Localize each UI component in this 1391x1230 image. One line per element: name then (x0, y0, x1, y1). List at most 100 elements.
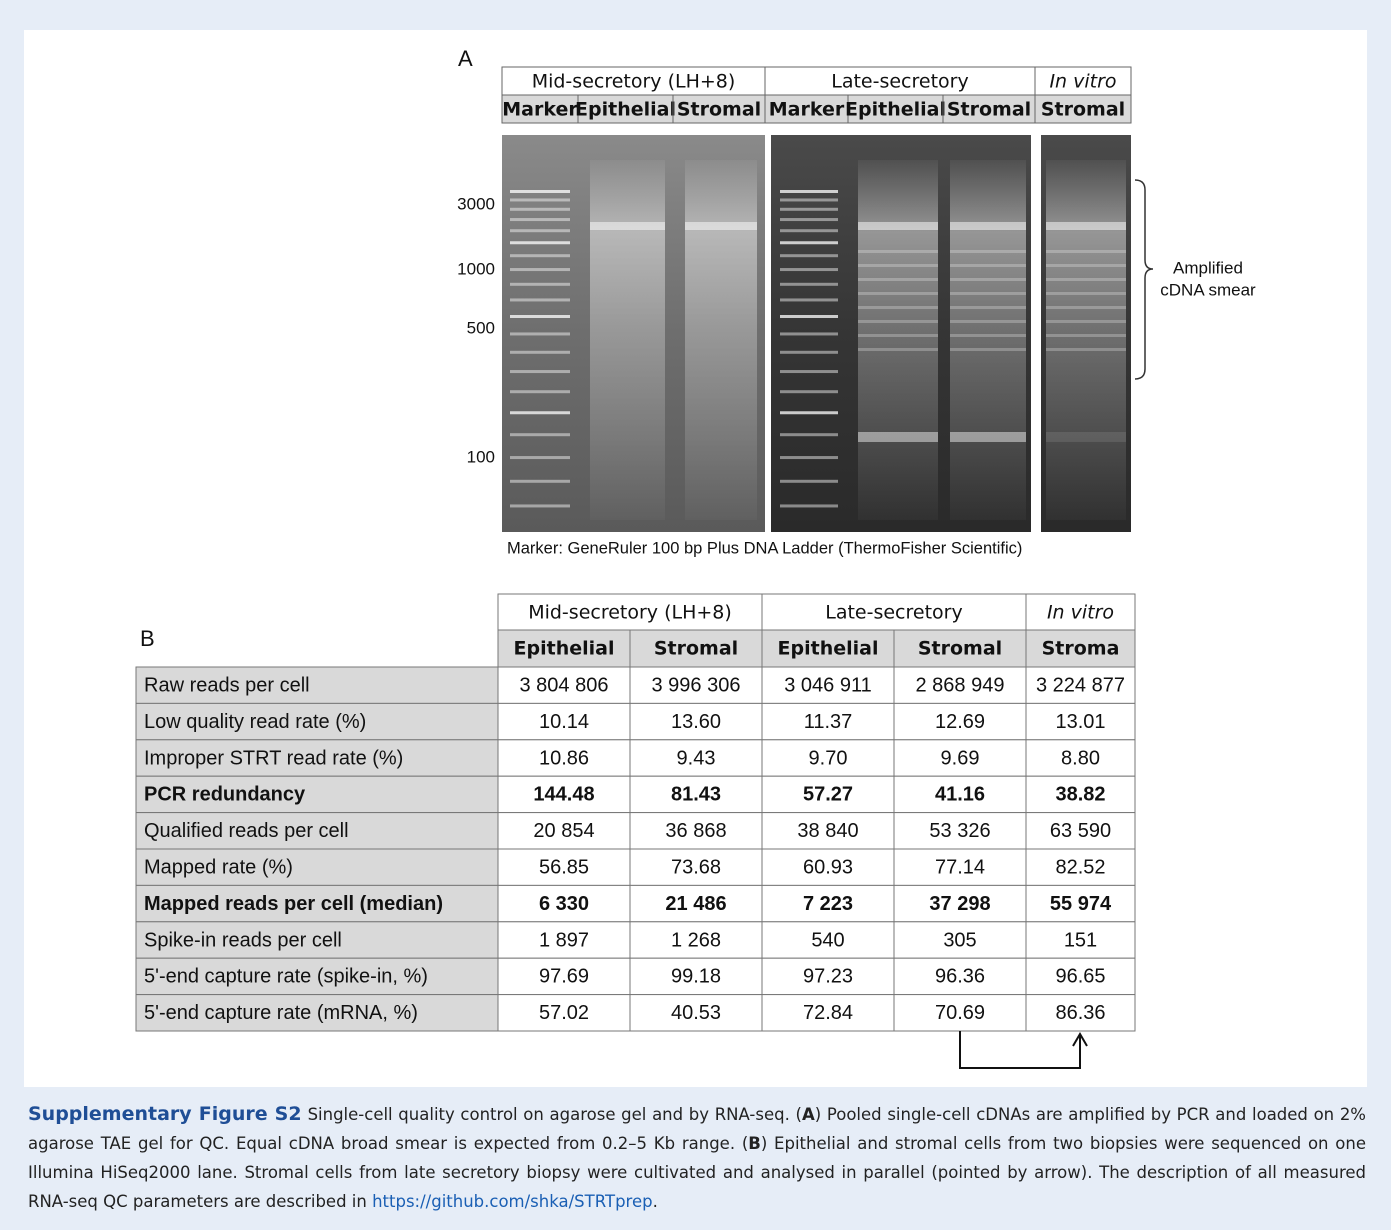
cell-value: 96.65 (1055, 966, 1105, 988)
gel-band (1046, 278, 1126, 281)
gel-band (780, 504, 838, 507)
gel-footnote: Marker: GeneRuler 100 bp Plus DNA Ladder… (507, 539, 1022, 557)
caption-text: B (748, 1134, 761, 1153)
cell-value: 12.69 (935, 711, 985, 733)
gel-band (510, 411, 570, 414)
cell-value: 13.60 (671, 711, 721, 733)
cell-value: 81.43 (671, 784, 721, 806)
cell-value: 9.70 (809, 747, 848, 769)
row-label: Raw reads per cell (144, 674, 310, 696)
cell-value: 55 974 (1050, 893, 1112, 915)
column-header: Stromal (654, 638, 738, 660)
gel-band (590, 222, 665, 230)
gel-band (510, 315, 570, 318)
lane-header: Stromal (947, 99, 1031, 121)
cell-value: 540 (811, 929, 844, 951)
gel-band (510, 190, 570, 193)
cell-value: 3 996 306 (652, 674, 741, 696)
lane-header: Epithelial (845, 99, 946, 121)
cell-value: 96.36 (935, 966, 985, 988)
gel-band (858, 334, 938, 337)
column-header: Epithelial (778, 638, 879, 660)
gel-band (858, 278, 938, 281)
cell-value: 6 330 (539, 893, 589, 915)
group-header: Mid-secretory (LH+8) (532, 71, 736, 93)
cell-value: 86.36 (1055, 1002, 1105, 1024)
cell-value: 36 868 (665, 820, 726, 842)
cell-value: 97.23 (803, 966, 853, 988)
cell-value: 13.01 (1055, 711, 1105, 733)
gel-band (780, 254, 838, 257)
cell-value: 63 590 (1050, 820, 1111, 842)
row-label: Improper STRT read rate (%) (144, 747, 403, 769)
gel-band (780, 480, 838, 483)
gel-band (1046, 264, 1126, 267)
cell-value: 10.14 (539, 711, 589, 733)
cell-value: 57.27 (803, 784, 853, 806)
cell-value: 60.93 (803, 856, 853, 878)
cell-value: 2 868 949 (916, 674, 1005, 696)
smear (590, 160, 665, 520)
cell-value: 97.69 (539, 966, 589, 988)
gel-band (780, 190, 838, 193)
gel-band (950, 432, 1026, 442)
cell-value: 3 046 911 (784, 674, 872, 696)
cell-value: 38.82 (1055, 784, 1105, 806)
cell-value: 73.68 (671, 856, 721, 878)
gel-band (510, 283, 570, 286)
gel-band (858, 292, 938, 295)
cell-value: 57.02 (539, 1002, 589, 1024)
gel-band (950, 320, 1026, 323)
caption-link[interactable]: https://github.com/shka/STRTprep (372, 1192, 653, 1211)
gel-band (950, 222, 1026, 230)
page: {"panel_a": {"label": "A", "groups": ["M… (0, 0, 1391, 1230)
cell-value: 1 268 (671, 929, 721, 951)
gel-band (780, 298, 838, 301)
gel-band (510, 456, 570, 459)
cell-value: 56.85 (539, 856, 589, 878)
gel-band (510, 254, 570, 257)
smear (858, 160, 938, 520)
column-header: Stroma (1042, 638, 1120, 660)
column-header: Epithelial (514, 638, 615, 660)
cell-value: 72.84 (803, 1002, 853, 1024)
caption-text: . (653, 1192, 658, 1211)
gel-band (780, 283, 838, 286)
gel-band (1046, 250, 1126, 253)
gel-band (1046, 348, 1126, 351)
gel-band (1046, 334, 1126, 337)
gel-band (510, 229, 570, 232)
gel-band (950, 278, 1026, 281)
cell-value: 53 326 (929, 820, 990, 842)
row-label: Spike-in reads per cell (144, 929, 342, 951)
gel-band (510, 332, 570, 335)
column-header: Stromal (918, 638, 1002, 660)
gel-band (780, 456, 838, 459)
caption-title: Supplementary Figure S2 (28, 1103, 302, 1125)
cell-value: 9.69 (941, 747, 980, 769)
gel-band (780, 208, 838, 211)
gel-band (510, 480, 570, 483)
gel-band (510, 268, 570, 271)
cell-value: 41.16 (935, 784, 985, 806)
cell-value: 10.86 (539, 747, 589, 769)
row-label: Low quality read rate (%) (144, 711, 366, 733)
gel-band (950, 250, 1026, 253)
size-marker: 1000 (457, 259, 495, 278)
gel-band (780, 198, 838, 201)
gel-band (1046, 306, 1126, 309)
cell-value: 82.52 (1055, 856, 1105, 878)
gel-band (510, 351, 570, 354)
gel-band (510, 390, 570, 393)
caption-text: A (802, 1105, 815, 1124)
gel-band (780, 315, 838, 318)
gel-band (780, 411, 838, 414)
gel-band (950, 334, 1026, 337)
gel-band (510, 218, 570, 221)
gel-band (1046, 222, 1126, 230)
row-label: PCR redundancy (144, 784, 306, 806)
gel-band (858, 348, 938, 351)
cell-value: 40.53 (671, 1002, 721, 1024)
row-label: Mapped rate (%) (144, 856, 293, 878)
gel-band (780, 390, 838, 393)
